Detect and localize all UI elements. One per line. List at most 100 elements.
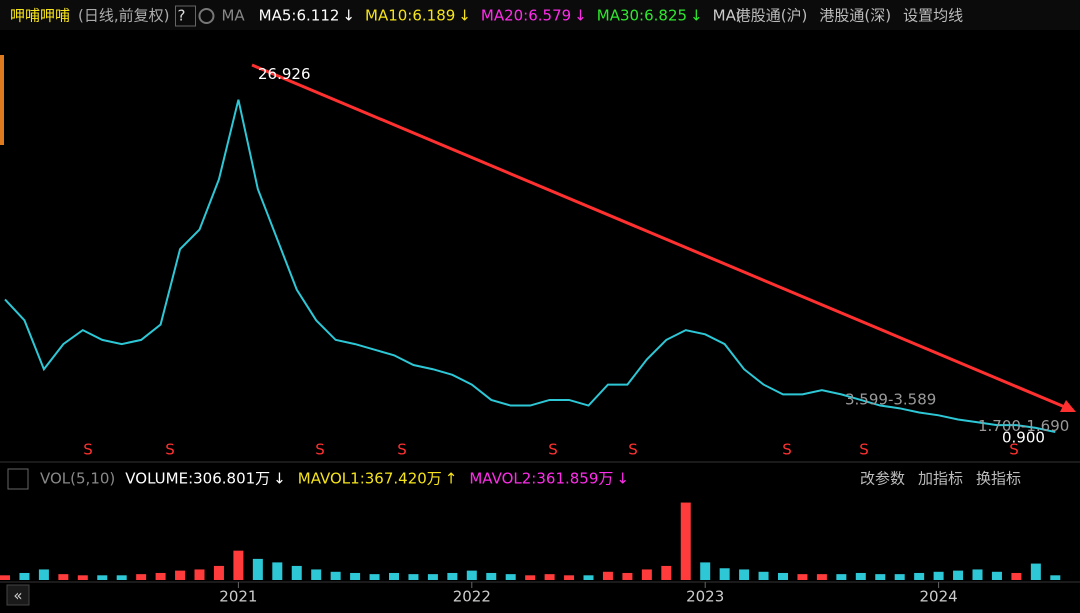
volume-bar: [661, 565, 672, 580]
side-marker: [0, 55, 4, 145]
header-link[interactable]: 港股通(沪): [736, 7, 808, 25]
signal-icon: S: [397, 441, 407, 459]
volume-bar: [77, 575, 88, 580]
volume-bar: [1030, 563, 1041, 580]
header-link[interactable]: 港股通(深): [819, 7, 891, 25]
volume-bar: [719, 568, 730, 580]
ma-value: MA20:6.579: [481, 7, 571, 25]
volume-bar: [175, 570, 186, 580]
volume-bar: [758, 571, 769, 580]
x-tick-label: 2023: [686, 588, 724, 606]
volume-bar: [408, 574, 419, 580]
vol-help-box[interactable]: [7, 468, 29, 490]
help-box[interactable]: [175, 5, 196, 27]
indicator-name[interactable]: MA: [221, 7, 245, 25]
volume-bar: [855, 572, 866, 580]
volume-arrow: ↓: [273, 470, 286, 488]
volume-bar: [875, 574, 886, 580]
volume-value: MAVOL2:361.859万: [469, 470, 613, 488]
signal-icon: S: [859, 441, 869, 459]
volume-bar: [602, 571, 613, 580]
volume-bar: [136, 574, 147, 580]
volume-bar: [1050, 575, 1061, 580]
scroll-button[interactable]: [6, 584, 30, 606]
volume-bar: [19, 572, 30, 580]
volume-bar: [914, 572, 925, 580]
stock-name: 呷哺呷哺: [10, 7, 70, 25]
indicator-button[interactable]: 加指标: [918, 470, 963, 488]
indicator-button[interactable]: 改参数: [860, 470, 905, 488]
indicator-button[interactable]: 换指标: [976, 470, 1021, 488]
volume-bar: [272, 562, 283, 580]
volume-bar: [1011, 572, 1022, 580]
volume-bar: [991, 571, 1002, 580]
help-button[interactable]: ?: [178, 7, 186, 25]
volume-bar: [894, 574, 905, 580]
ma-arrow: ↓: [342, 7, 355, 25]
price-label: 3.599-3.589: [845, 391, 936, 409]
volume-bar: [38, 569, 49, 580]
volume-bar: [155, 572, 166, 580]
volume-bar: [505, 574, 516, 580]
volume-bar: [622, 572, 633, 580]
ma-value: MA5:6.112: [259, 7, 340, 25]
volume-indicator[interactable]: VOL(5,10): [40, 470, 115, 488]
volume-bar: [213, 565, 224, 580]
ma-arrow: ↓: [690, 7, 703, 25]
volume-bar: [311, 569, 322, 580]
volume-bar: [369, 574, 380, 580]
signal-icon: S: [1009, 441, 1019, 459]
volume-bar: [252, 558, 263, 580]
volume-bar: [778, 572, 788, 580]
signal-icon: S: [165, 441, 175, 459]
volume-bar: [466, 570, 477, 580]
volume-arrow: ↑: [445, 470, 458, 488]
price-line: [4, 99, 1056, 434]
price-label: 0.900: [1002, 428, 1045, 446]
scroll-icon: «: [13, 587, 22, 605]
ma-arrow: ↓: [458, 7, 471, 25]
header-bar: [0, 0, 1080, 30]
volume-bar: [680, 502, 691, 580]
volume-bar: [233, 550, 244, 580]
volume-bar: [389, 572, 399, 580]
settings-icon[interactable]: [198, 8, 215, 24]
volume-bar: [350, 572, 361, 580]
trend-arrow: [251, 63, 1073, 412]
volume-bar: [330, 571, 341, 580]
volume-bar: [739, 569, 750, 580]
price-label: 26.926: [258, 65, 311, 83]
volume-bar: [97, 575, 108, 580]
signal-icon: S: [548, 441, 558, 459]
volume-bar: [427, 574, 438, 580]
period: (日线,前复权): [78, 7, 169, 25]
volume-bar: [58, 574, 69, 580]
price-label: 1.700-1.690: [978, 417, 1069, 435]
header-link[interactable]: 设置均线: [903, 7, 963, 25]
volume-bar: [583, 575, 594, 580]
volume-arrow: ↓: [616, 470, 629, 488]
volume-bar: [816, 574, 827, 580]
ma-value: MA30:6.825: [597, 7, 687, 25]
volume-bar: [836, 574, 847, 580]
x-tick-label: 2021: [219, 588, 257, 606]
signal-icon: S: [782, 441, 792, 459]
volume-bar: [953, 570, 964, 580]
volume-bar: [797, 574, 808, 580]
x-tick-label: 2022: [453, 588, 491, 606]
volume-value: VOLUME:306.801万: [125, 470, 270, 488]
volume-bar: [972, 569, 983, 580]
signal-icon: S: [315, 441, 325, 459]
volume-bar: [116, 575, 127, 580]
volume-bar: [544, 574, 555, 580]
volume-bar: [447, 572, 458, 580]
volume-value: MAVOL1:367.420万: [298, 470, 442, 488]
signal-icon: S: [83, 441, 93, 459]
volume-bar: [700, 562, 711, 580]
volume-bar: [291, 565, 302, 580]
ma-truncated: MA(: [713, 7, 742, 25]
volume-bar: [641, 569, 652, 580]
